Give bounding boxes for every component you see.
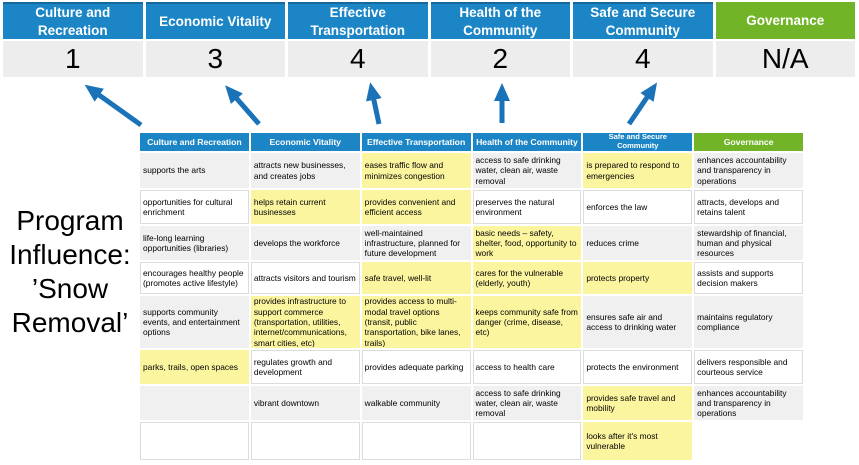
matrix-cell-r1-c1: supports the arts — [140, 153, 249, 188]
matrix-cell-r2-c1: opportunities for cultural enrichment — [140, 190, 249, 224]
matrix-cell-r3-c1: life-long learning opportunities (librar… — [140, 226, 249, 260]
matrix-cell-r5-c2: provides infrastructure to support comme… — [250, 296, 360, 348]
matrix-cell-r4-c6: assists and supports decision makers — [694, 262, 803, 294]
matrix-cell-r3-c5: reduces crime — [583, 226, 693, 260]
matrix-cell-r4-c5: protects property — [583, 262, 693, 294]
pillar-header-culture-and-recreation: Culture and Recreation — [3, 2, 143, 39]
matrix-cell-r4-c4: cares for the vulnerable (elderly, youth… — [472, 262, 582, 294]
matrix-cell-r6-c5: protects the environment — [583, 350, 693, 384]
matrix-cell-r2-c4: preserves the natural environment — [472, 190, 582, 224]
matrix-cell-r7-c1 — [140, 386, 249, 420]
matrix-cell-r1-c2: attracts new businesses, and creates job… — [250, 153, 360, 188]
matrix-cell-r2-c6: attracts, develops and retains talent — [694, 190, 803, 224]
matrix-cell-r3-c2: develops the workforce — [250, 226, 360, 260]
pillar-header-safe-and-secure-community: Safe and Secure Community — [573, 2, 713, 39]
matrix-cell-r4-c1: encourages healthy people (promotes acti… — [140, 262, 249, 294]
pillar-score-governance: N/A — [715, 41, 855, 77]
matrix-cell-r8-c5: looks after it's most vulnerable — [583, 422, 693, 460]
up-arrow-icon-1 — [84, 84, 143, 128]
matrix-header-5: Governance — [694, 133, 803, 151]
matrix-cell-r3-c4: basic needs – safety, shelter, food, opp… — [472, 226, 582, 260]
pillar-score-economic-vitality: 3 — [145, 41, 285, 77]
matrix-cell-r8-c6 — [694, 422, 803, 460]
matrix-cell-r6-c3: provides adequate parking — [361, 350, 471, 384]
matrix-cell-r7-c4: access to safe drinking water, clean air… — [472, 386, 582, 420]
matrix-cell-r1-c6: enhances accountability and transparency… — [694, 153, 803, 188]
matrix-cell-r8-c4 — [472, 422, 582, 460]
matrix-cell-r5-c5: ensures safe air and access to drinking … — [583, 296, 693, 348]
pillar-header-effective-transportation: Effective Transportation — [288, 2, 428, 39]
matrix-cell-r8-c1 — [140, 422, 249, 460]
matrix-header-2: Effective Transportation — [361, 133, 471, 151]
matrix-cell-r2-c3: provides convenient and efficient access — [361, 190, 471, 224]
up-arrow-icon-2 — [225, 85, 261, 126]
matrix-cell-r4-c2: attracts visitors and tourism — [250, 262, 360, 294]
matrix-cell-r1-c4: access to safe drinking water, clean air… — [472, 153, 582, 188]
matrix-cell-r5-c4: keeps community safe from danger (crime,… — [472, 296, 582, 348]
pillar-score-health-of-the-community: 2 — [430, 41, 570, 77]
matrix-cell-r8-c3 — [361, 422, 471, 460]
matrix-header-1: Economic Vitality — [250, 133, 360, 151]
matrix-cell-r6-c2: regulates growth and development — [250, 350, 360, 384]
matrix-cell-r7-c3: walkable community — [361, 386, 471, 420]
matrix-cell-r6-c1: parks, trails, open spaces — [140, 350, 249, 384]
matrix-cell-r2-c5: enforces the law — [583, 190, 693, 224]
matrix-cell-r1-c5: is prepared to respond to emergencies — [583, 153, 693, 188]
matrix-cell-r5-c6: maintains regulatory compliance — [694, 296, 803, 348]
matrix-cell-r2-c2: helps retain current businesses — [250, 190, 360, 224]
pillar-header-health-of-the-community: Health of the Community — [430, 2, 570, 39]
matrix-cell-r8-c2 — [250, 422, 360, 460]
pillar-header-economic-vitality: Economic Vitality — [145, 2, 285, 39]
matrix-header-0: Culture and Recreation — [140, 133, 249, 151]
matrix-cell-r7-c5: provides safe travel and mobility — [583, 386, 693, 420]
matrix-cell-r4-c3: safe travel, well-lit — [361, 262, 471, 294]
matrix-cell-r5-c1: supports community events, and entertain… — [140, 296, 249, 348]
up-arrow-icon-5 — [626, 82, 658, 126]
matrix-cell-r3-c3: well-maintained infrastructure, planned … — [361, 226, 471, 260]
influence-matrix: Culture and Recreation Economic Vitality E… — [140, 132, 803, 460]
pillar-score-safe-and-secure-community: 4 — [573, 41, 713, 77]
matrix-cell-r3-c6: stewardship of financial, human and phys… — [694, 226, 803, 260]
influence-arrows — [84, 82, 658, 128]
program-influence-label: Program Influence: ’Snow Removal’ — [9, 205, 131, 339]
matrix-cell-r5-c3: provides access to multi-modal travel op… — [361, 296, 471, 348]
matrix-header-3: Health of the Community — [472, 133, 582, 151]
up-arrow-icon-3 — [366, 82, 382, 125]
pillar-header-governance: Governance — [715, 2, 855, 39]
score-strip: Culture and Recreation Economic Vitality E… — [3, 2, 855, 77]
matrix-header-4: Safe and Secure Community — [583, 132, 693, 151]
pillar-score-culture-and-recreation: 1 — [3, 41, 143, 77]
matrix-cell-r7-c6: enhances accountability and transparency… — [694, 386, 803, 420]
matrix-cell-r1-c3: eases traffic flow and minimizes congest… — [361, 153, 471, 188]
pillar-score-effective-transportation: 4 — [288, 41, 428, 77]
matrix-cell-r6-c6: delivers responsible and courteous servi… — [694, 350, 803, 384]
matrix-cell-r6-c4: access to health care — [472, 350, 582, 384]
matrix-cell-r7-c2: vibrant downtown — [250, 386, 360, 420]
